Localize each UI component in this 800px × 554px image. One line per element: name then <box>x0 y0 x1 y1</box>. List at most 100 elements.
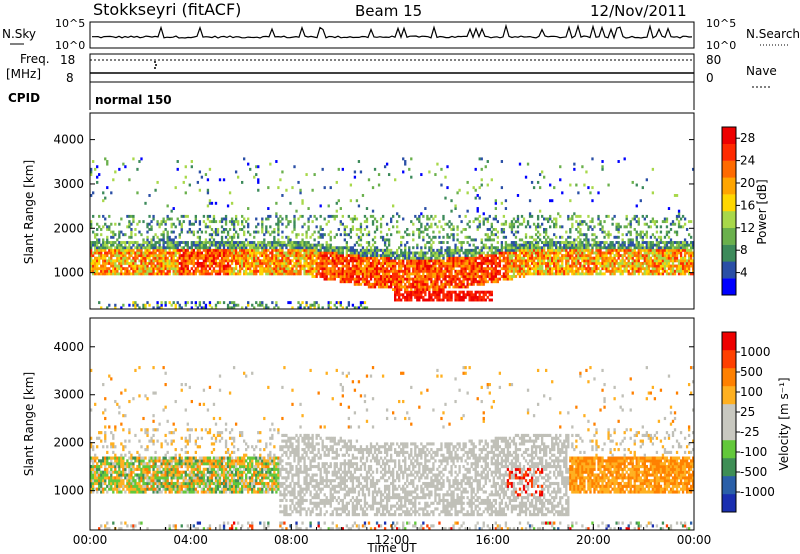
data-cell <box>406 272 409 276</box>
data-cell <box>353 267 357 271</box>
data-cell <box>170 261 173 265</box>
data-cell <box>224 222 228 226</box>
data-cell <box>287 272 290 276</box>
data-cell <box>575 251 578 255</box>
data-cell <box>474 254 477 258</box>
data-cell <box>321 259 324 263</box>
data-cell <box>665 261 669 265</box>
data-cell <box>410 272 413 276</box>
data-cell <box>494 248 497 252</box>
data-cell <box>156 222 159 226</box>
data-cell <box>110 230 113 234</box>
data-cell <box>301 238 304 242</box>
data-cell <box>607 269 610 273</box>
data-cell <box>549 272 552 276</box>
data-cell <box>267 217 270 221</box>
data-cell <box>160 269 163 273</box>
data-cell <box>482 280 485 284</box>
data-cell <box>412 254 415 258</box>
nave-label: Nave <box>746 64 777 78</box>
data-cell <box>484 217 487 221</box>
data-cell <box>508 264 512 268</box>
data-cell <box>355 275 359 278</box>
data-cell <box>510 275 514 278</box>
data-cell <box>502 251 506 255</box>
data-cell <box>665 272 669 276</box>
data-cell <box>249 233 252 237</box>
data-cell <box>216 256 220 260</box>
data-cell <box>559 241 562 244</box>
data-cell <box>377 272 381 276</box>
data-cell <box>154 267 157 271</box>
data-cell <box>102 248 105 252</box>
data-cell <box>230 201 234 205</box>
data-cell <box>323 246 326 250</box>
data-cell <box>247 225 250 229</box>
data-cell <box>641 264 644 268</box>
data-cell <box>675 248 679 252</box>
data-cell <box>371 251 375 255</box>
data-cell <box>275 267 278 271</box>
data-cell <box>603 230 606 234</box>
data-cell <box>424 264 427 268</box>
data-cell <box>498 254 502 258</box>
data-cell <box>528 264 532 268</box>
data-cell <box>426 298 429 302</box>
data-cell <box>210 220 214 224</box>
data-cell <box>456 256 459 260</box>
data-cell <box>166 214 169 218</box>
data-cell <box>549 251 552 255</box>
data-cell <box>496 269 499 273</box>
data-cell <box>234 241 238 244</box>
data-cell <box>408 259 411 263</box>
data-cell <box>353 256 357 260</box>
data-cell <box>599 220 602 224</box>
data-cell <box>565 230 568 234</box>
data-cell <box>607 267 610 271</box>
data-cell <box>587 243 590 247</box>
data-cell <box>575 264 578 268</box>
data-cell <box>589 272 592 276</box>
data-cell <box>261 272 264 276</box>
data-cell <box>154 233 157 237</box>
data-cell <box>595 251 598 255</box>
data-cell <box>402 269 405 273</box>
data-cell <box>651 272 655 276</box>
data-cell <box>454 248 457 252</box>
data-cell <box>343 225 346 229</box>
data-cell <box>675 264 679 268</box>
data-cell <box>333 246 336 250</box>
data-cell <box>273 264 276 268</box>
data-cell <box>418 267 421 271</box>
data-cell <box>327 233 330 237</box>
data-cell <box>208 199 212 203</box>
data-cell <box>416 267 419 271</box>
data-cell <box>400 261 403 265</box>
data-cell <box>305 246 308 250</box>
data-cell <box>214 254 218 258</box>
data-cell <box>299 214 302 218</box>
data-cell <box>301 246 304 250</box>
data-cell <box>404 162 407 166</box>
data-cell <box>273 306 276 310</box>
data-cell <box>136 256 139 260</box>
data-cell <box>112 235 115 239</box>
data-cell <box>545 230 548 234</box>
data-cell <box>563 256 566 260</box>
data-cell <box>321 264 324 268</box>
data-cell <box>573 162 576 166</box>
data-cell <box>426 222 429 226</box>
data-cell <box>530 267 534 271</box>
data-cell <box>315 267 318 271</box>
data-cell <box>627 230 630 234</box>
data-cell <box>319 261 322 265</box>
data-cell <box>208 243 212 247</box>
data-cell <box>601 225 604 229</box>
data-cell <box>524 246 528 250</box>
data-cell <box>446 241 449 244</box>
data-cell <box>96 248 99 252</box>
data-cell <box>245 220 248 224</box>
data-cell <box>291 251 294 255</box>
data-cell <box>458 298 461 302</box>
data-cell <box>192 261 195 265</box>
